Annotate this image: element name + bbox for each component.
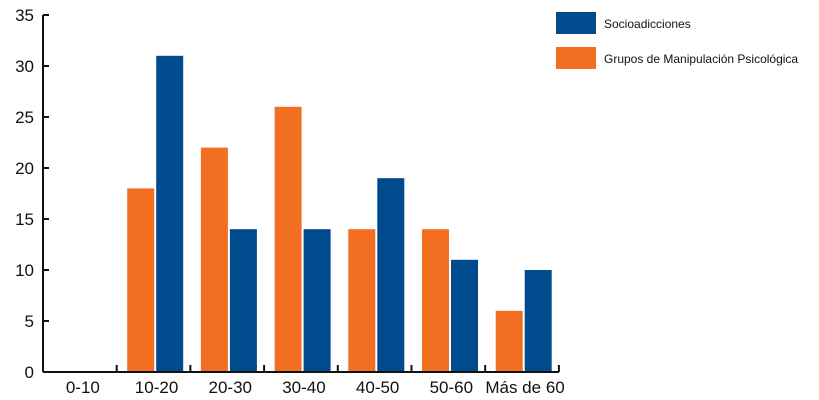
legend-label: Socioadicciones: [604, 17, 691, 31]
y-tick-label: 25: [15, 108, 34, 127]
legend-swatch: [556, 12, 596, 34]
bar-grupos-manipulacion-40-50: [348, 229, 376, 372]
bar-socioadicciones-40-50: [377, 178, 405, 372]
bar-socioadicciones-30-40: [303, 229, 331, 372]
y-tick-label: 20: [15, 159, 34, 178]
legend: Socioadicciones Grupos de Manipulación Ps…: [556, 12, 798, 69]
bar-socioadicciones-20-30: [229, 229, 257, 372]
bar-socioadicciones-Más de 60: [524, 270, 552, 372]
x-tick-label: Más de 60: [485, 378, 564, 397]
y-tick-label: 10: [15, 261, 34, 280]
legend-swatch: [556, 47, 596, 69]
y-tick-label: 5: [25, 312, 34, 331]
y-tick-label: 15: [15, 210, 34, 229]
legend-label: Grupos de Manipulación Psicológica: [604, 52, 798, 66]
y-tick-label: 35: [15, 6, 34, 25]
bar-grupos-manipulacion-10-20: [127, 188, 155, 372]
y-axis-ticks: 0 5 10 15 20 25 30 35: [15, 6, 49, 382]
bars: [127, 55, 552, 373]
bar-grupos-manipulacion-20-30: [200, 147, 228, 372]
bar-grupos-manipulacion-30-40: [274, 106, 302, 373]
x-tick-label: 20-30: [209, 378, 252, 397]
x-tick-label: 0-10: [66, 378, 100, 397]
y-tick-label: 30: [15, 57, 34, 76]
x-tick-label: 10-20: [135, 378, 178, 397]
bar-socioadicciones-10-20: [156, 55, 184, 373]
bar-socioadicciones-50-60: [451, 259, 478, 372]
x-tick-label: 50-60: [430, 378, 473, 397]
x-tick-label: 30-40: [282, 378, 325, 397]
bar-grupos-manipulacion-Más de 60: [495, 310, 523, 372]
bar-grupos-manipulacion-50-60: [422, 229, 449, 372]
x-axis-ticks: 0-10 10-20 20-30 30-40 40-50 50-60 Más de 60: [42, 365, 565, 397]
y-tick-label: 0: [25, 363, 34, 382]
x-tick-label: 40-50: [356, 378, 399, 397]
